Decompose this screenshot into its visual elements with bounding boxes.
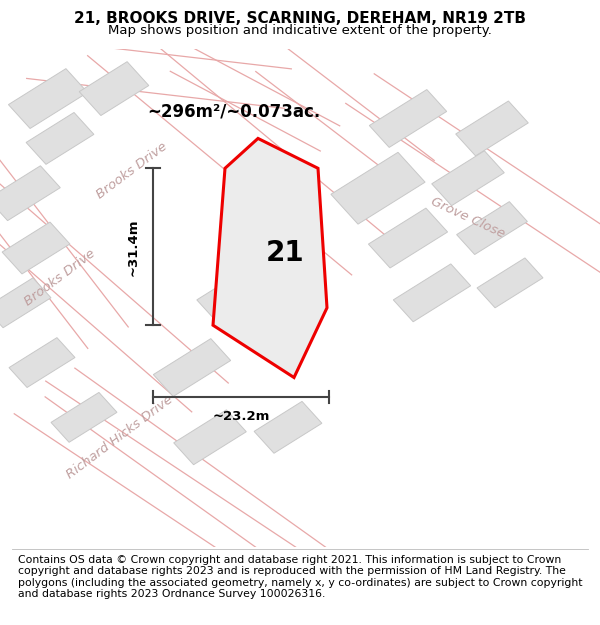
- Polygon shape: [213, 138, 327, 378]
- Polygon shape: [2, 222, 70, 274]
- Text: ~296m²/~0.073ac.: ~296m²/~0.073ac.: [148, 103, 320, 121]
- Text: ~31.4m: ~31.4m: [127, 218, 140, 276]
- Polygon shape: [368, 208, 448, 268]
- Text: Contains OS data © Crown copyright and database right 2021. This information is : Contains OS data © Crown copyright and d…: [18, 555, 583, 599]
- Polygon shape: [9, 338, 75, 388]
- Polygon shape: [154, 339, 230, 396]
- Polygon shape: [197, 264, 283, 332]
- Polygon shape: [370, 89, 446, 148]
- Polygon shape: [8, 69, 88, 129]
- Polygon shape: [432, 151, 504, 206]
- Polygon shape: [477, 258, 543, 308]
- Text: 21: 21: [266, 239, 304, 267]
- Polygon shape: [0, 278, 51, 328]
- Polygon shape: [457, 202, 527, 254]
- Text: Richard Hicks Drive: Richard Hicks Drive: [64, 393, 176, 481]
- Text: ~23.2m: ~23.2m: [212, 410, 269, 423]
- Polygon shape: [456, 101, 528, 156]
- Polygon shape: [26, 112, 94, 164]
- Polygon shape: [79, 62, 149, 116]
- Text: Brooks Drive: Brooks Drive: [94, 140, 170, 201]
- Polygon shape: [254, 401, 322, 453]
- Text: 21, BROOKS DRIVE, SCARNING, DEREHAM, NR19 2TB: 21, BROOKS DRIVE, SCARNING, DEREHAM, NR1…: [74, 11, 526, 26]
- Text: Map shows position and indicative extent of the property.: Map shows position and indicative extent…: [108, 24, 492, 36]
- Polygon shape: [51, 392, 117, 442]
- Polygon shape: [331, 152, 425, 224]
- Polygon shape: [0, 166, 60, 221]
- Polygon shape: [394, 264, 470, 322]
- Text: Brooks Drive: Brooks Drive: [22, 247, 98, 309]
- Text: Grove Close: Grove Close: [429, 195, 507, 241]
- Polygon shape: [174, 410, 246, 465]
